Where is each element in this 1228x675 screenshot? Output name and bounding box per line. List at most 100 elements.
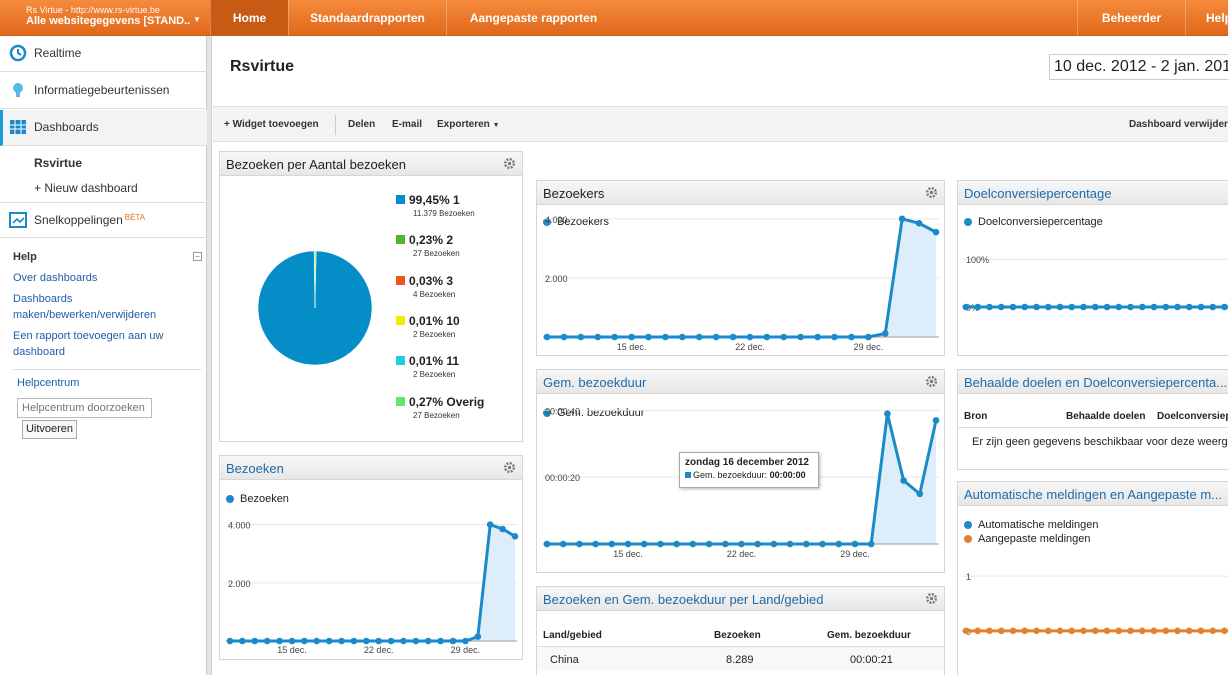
data-point[interactable]: [1115, 627, 1123, 635]
data-point[interactable]: [916, 490, 924, 498]
data-point[interactable]: [276, 637, 283, 645]
data-point[interactable]: [576, 540, 583, 548]
data-point[interactable]: [1185, 627, 1193, 635]
data-point[interactable]: [474, 633, 482, 640]
data-point[interactable]: [974, 627, 982, 635]
data-point[interactable]: [437, 637, 444, 645]
widget-header[interactable]: Bezoeken: [220, 456, 522, 480]
data-point[interactable]: [962, 303, 970, 311]
data-point[interactable]: [560, 333, 568, 341]
data-point[interactable]: [915, 219, 923, 227]
tab-help[interactable]: Help: [1185, 0, 1228, 36]
data-point[interactable]: [1091, 627, 1099, 635]
data-point[interactable]: [1056, 627, 1064, 635]
data-point[interactable]: [705, 540, 713, 548]
data-point[interactable]: [1174, 627, 1181, 635]
tab-standard-reports[interactable]: Standaardrapporten: [288, 0, 446, 36]
data-point[interactable]: [594, 333, 602, 341]
cell-country[interactable]: China: [550, 654, 579, 666]
widget-title[interactable]: Automatische meldingen en Aangepaste m..…: [964, 487, 1222, 502]
sidebar-item-dashboards[interactable]: Dashboards: [0, 110, 207, 146]
data-point[interactable]: [1103, 303, 1111, 311]
add-widget-button[interactable]: + Widget toevoegen: [224, 119, 319, 130]
data-point[interactable]: [770, 540, 778, 548]
data-point[interactable]: [486, 521, 494, 528]
data-point[interactable]: [695, 333, 703, 341]
data-point[interactable]: [288, 637, 296, 645]
pie-chart[interactable]: [220, 152, 523, 442]
data-point[interactable]: [746, 333, 754, 341]
column-header[interactable]: Gem. bezoekduur: [827, 630, 911, 641]
widget-title[interactable]: Bezoeken: [226, 461, 284, 476]
data-point[interactable]: [624, 540, 632, 548]
data-point[interactable]: [1103, 627, 1111, 635]
help-link-about[interactable]: Over dashboards: [13, 272, 98, 284]
data-point[interactable]: [412, 637, 420, 645]
data-point[interactable]: [673, 540, 680, 548]
data-point[interactable]: [499, 525, 506, 533]
date-range-picker[interactable]: 10 dec. 2012 - 2 jan. 2013: [1049, 54, 1228, 80]
data-point[interactable]: [803, 540, 810, 548]
data-point[interactable]: [449, 637, 457, 645]
data-point[interactable]: [900, 477, 907, 484]
data-point[interactable]: [986, 627, 993, 635]
share-button[interactable]: Delen: [348, 119, 376, 130]
data-point[interactable]: [986, 303, 993, 311]
data-point[interactable]: [848, 333, 855, 341]
helpcenter-link[interactable]: Helpcentrum: [17, 377, 80, 389]
new-dashboard-link[interactable]: + Nieuw dashboard: [34, 181, 138, 195]
data-point[interactable]: [645, 333, 652, 341]
data-point[interactable]: [1209, 303, 1217, 311]
data-point[interactable]: [239, 637, 246, 645]
data-point[interactable]: [543, 540, 551, 548]
data-point[interactable]: [628, 333, 635, 341]
data-point[interactable]: [1068, 627, 1076, 635]
data-point[interactable]: [1021, 627, 1029, 635]
column-header[interactable]: Bron: [964, 411, 988, 422]
data-point[interactable]: [754, 540, 762, 548]
gear-icon[interactable]: [925, 375, 938, 388]
data-point[interactable]: [363, 637, 370, 645]
widget-header[interactable]: Bezoeken en Gem. bezoekduur per Land/geb…: [537, 587, 944, 611]
data-point[interactable]: [657, 540, 664, 548]
data-point[interactable]: [662, 333, 669, 341]
tab-admin[interactable]: Beheerder: [1077, 0, 1185, 36]
data-point[interactable]: [780, 333, 788, 341]
data-point[interactable]: [1033, 303, 1040, 311]
data-point[interactable]: [881, 330, 889, 337]
data-point[interactable]: [375, 637, 382, 645]
sidebar-item-shortcuts[interactable]: Snelkoppelingen BÈTA: [0, 202, 207, 238]
column-header[interactable]: Bezoeken: [714, 630, 761, 641]
widget-title[interactable]: Behaalde doelen en Doelconversiepercenta…: [964, 375, 1228, 390]
data-point[interactable]: [997, 627, 1005, 635]
data-point[interactable]: [1044, 303, 1052, 311]
data-point[interactable]: [608, 540, 616, 548]
data-point[interactable]: [738, 540, 745, 548]
data-point[interactable]: [543, 333, 551, 341]
widget-header[interactable]: Gem. bezoekduur: [537, 370, 944, 394]
data-point[interactable]: [559, 540, 567, 548]
data-point[interactable]: [835, 540, 843, 548]
data-point[interactable]: [313, 637, 321, 645]
data-point[interactable]: [786, 540, 794, 548]
data-point[interactable]: [263, 637, 271, 645]
data-point[interactable]: [1068, 303, 1076, 311]
goal-rate-chart[interactable]: 100%0%15 dec.22 dec.29 dec.: [958, 181, 1228, 356]
tab-home[interactable]: Home: [210, 0, 288, 36]
data-point[interactable]: [577, 333, 585, 341]
data-point[interactable]: [338, 637, 345, 645]
data-point[interactable]: [1162, 627, 1170, 635]
widget-header[interactable]: Doelconversiepercentage: [958, 181, 1228, 205]
data-point[interactable]: [1221, 303, 1228, 311]
gear-icon[interactable]: [925, 186, 938, 199]
data-point[interactable]: [1056, 303, 1064, 311]
visitors-chart[interactable]: 4.000 2.000 15 dec. 22 dec. 29 dec.: [537, 181, 945, 356]
data-point[interactable]: [301, 637, 308, 645]
tab-custom-reports[interactable]: Aangepaste rapporten: [446, 0, 620, 36]
widget-title[interactable]: Doelconversiepercentage: [964, 186, 1112, 201]
data-point[interactable]: [1197, 303, 1205, 311]
account-selector[interactable]: Rs Virtue - http://www.rs-virtue.be Alle…: [0, 0, 210, 36]
data-point[interactable]: [1033, 627, 1040, 635]
pie-slice[interactable]: [314, 250, 317, 309]
widget-header[interactable]: Behaalde doelen en Doelconversiepercenta…: [958, 370, 1228, 394]
